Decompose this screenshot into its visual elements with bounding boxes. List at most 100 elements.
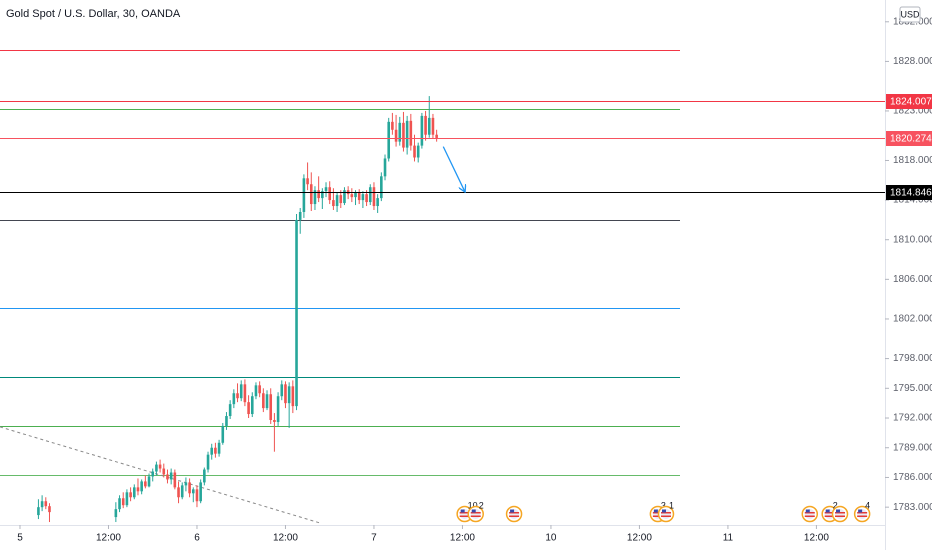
candle-body (321, 191, 324, 199)
candle-body (265, 394, 269, 409)
event-flag-stripe (824, 512, 835, 514)
candle-body (291, 386, 295, 407)
candle-body (169, 472, 173, 480)
candle-body (335, 195, 339, 207)
candle-body (258, 385, 261, 394)
event-badge[interactable] (505, 505, 523, 523)
candle-body (40, 501, 44, 508)
currency-label[interactable]: USD (900, 9, 920, 19)
event-flag-stripe (470, 515, 481, 517)
x-tick-label: 12:00 (804, 533, 829, 544)
candle-body (132, 487, 136, 498)
candle-body (217, 442, 221, 454)
candle-body (262, 393, 265, 409)
y-tick-label: 1786.000 (893, 472, 932, 483)
x-tick-label: 12:00 (450, 533, 475, 544)
event-badge[interactable] (801, 505, 819, 523)
candle-body (343, 190, 346, 204)
candle-body (380, 176, 383, 199)
x-tick-label: 12:00 (627, 533, 652, 544)
candle-body (195, 489, 199, 502)
event-flag-stripe (509, 512, 520, 514)
price-label: 1820.274 (890, 134, 932, 145)
y-tick-label: 1818.000 (893, 155, 932, 166)
event-flag-canton (805, 509, 810, 513)
candle-body (177, 487, 180, 498)
y-tick-label: 1802.000 (893, 314, 932, 325)
candle-body (269, 394, 273, 420)
event-flag-canton (471, 509, 476, 513)
event-flag-canton (858, 509, 863, 513)
x-tick-label: 5 (17, 533, 23, 544)
event-flag-canton (653, 509, 658, 513)
candle-body (405, 120, 409, 148)
event-badge[interactable]: 2 (467, 500, 484, 523)
candle-body (298, 211, 302, 220)
candle-body (48, 506, 51, 513)
event-flag-canton (661, 509, 666, 513)
event-flag-canton (836, 509, 841, 513)
y-tick-label: 1823.000 (893, 106, 932, 117)
candle-body (398, 122, 402, 142)
candle-body (420, 115, 424, 146)
event-flag-stripe (470, 512, 481, 514)
candle-body (250, 396, 254, 415)
candle-body (361, 194, 365, 201)
event-flag-stripe (660, 515, 671, 517)
candle-body (354, 192, 357, 198)
candle-body (435, 134, 438, 138)
candle-body (180, 485, 184, 498)
event-flag-stripe (857, 515, 868, 517)
candle-body (324, 187, 328, 192)
candle-body (188, 482, 191, 494)
candle-body (254, 385, 258, 397)
y-tick-label: 1798.000 (893, 353, 932, 364)
event-badge[interactable]: 4 (853, 500, 871, 523)
candle-body (427, 117, 431, 135)
candle-body (125, 492, 129, 506)
event-flag-stripe (459, 512, 470, 514)
event-badge[interactable]: 1 (657, 500, 675, 523)
candle-body (243, 384, 247, 403)
candle-body (144, 481, 147, 487)
candle-body (413, 145, 416, 158)
candle-body (368, 187, 372, 203)
candle-body (350, 194, 354, 198)
event-flag-stripe (857, 512, 868, 514)
candle-body (391, 121, 394, 130)
candle-body (129, 492, 132, 498)
candle-body (280, 384, 284, 397)
candle-body (206, 454, 210, 470)
event-count: 2 (479, 500, 484, 510)
event-flag-stripe (835, 515, 846, 517)
y-tick-label: 1795.000 (893, 383, 932, 394)
event-badge[interactable] (831, 505, 849, 523)
candle-body (37, 507, 40, 516)
candle-body (284, 384, 287, 404)
x-tick-label: 10 (545, 533, 557, 544)
candle-body (339, 195, 343, 204)
price-label-box (886, 94, 932, 109)
plot-area (0, 50, 885, 524)
event-flag-stripe (660, 512, 671, 514)
price-label-box (886, 131, 932, 146)
event-count: 3 (661, 500, 666, 510)
candle-body (273, 420, 276, 422)
trend-line (0, 426, 321, 524)
candle-body (173, 472, 177, 488)
candle-body (313, 190, 317, 205)
candle-body (147, 476, 151, 487)
candle-body (184, 482, 188, 486)
price-label: 1814.846 (890, 188, 932, 199)
candle-body (402, 122, 405, 148)
currency-box[interactable] (899, 6, 921, 23)
event-count: 4 (865, 500, 870, 510)
candle-body (199, 482, 202, 502)
event-flag-stripe (804, 515, 815, 517)
chart-title: Gold Spot / U.S. Dollar, 30, OANDA (6, 8, 181, 20)
event-flag-stripe (835, 512, 846, 514)
candle-body (376, 198, 379, 207)
candle-body (295, 219, 298, 407)
